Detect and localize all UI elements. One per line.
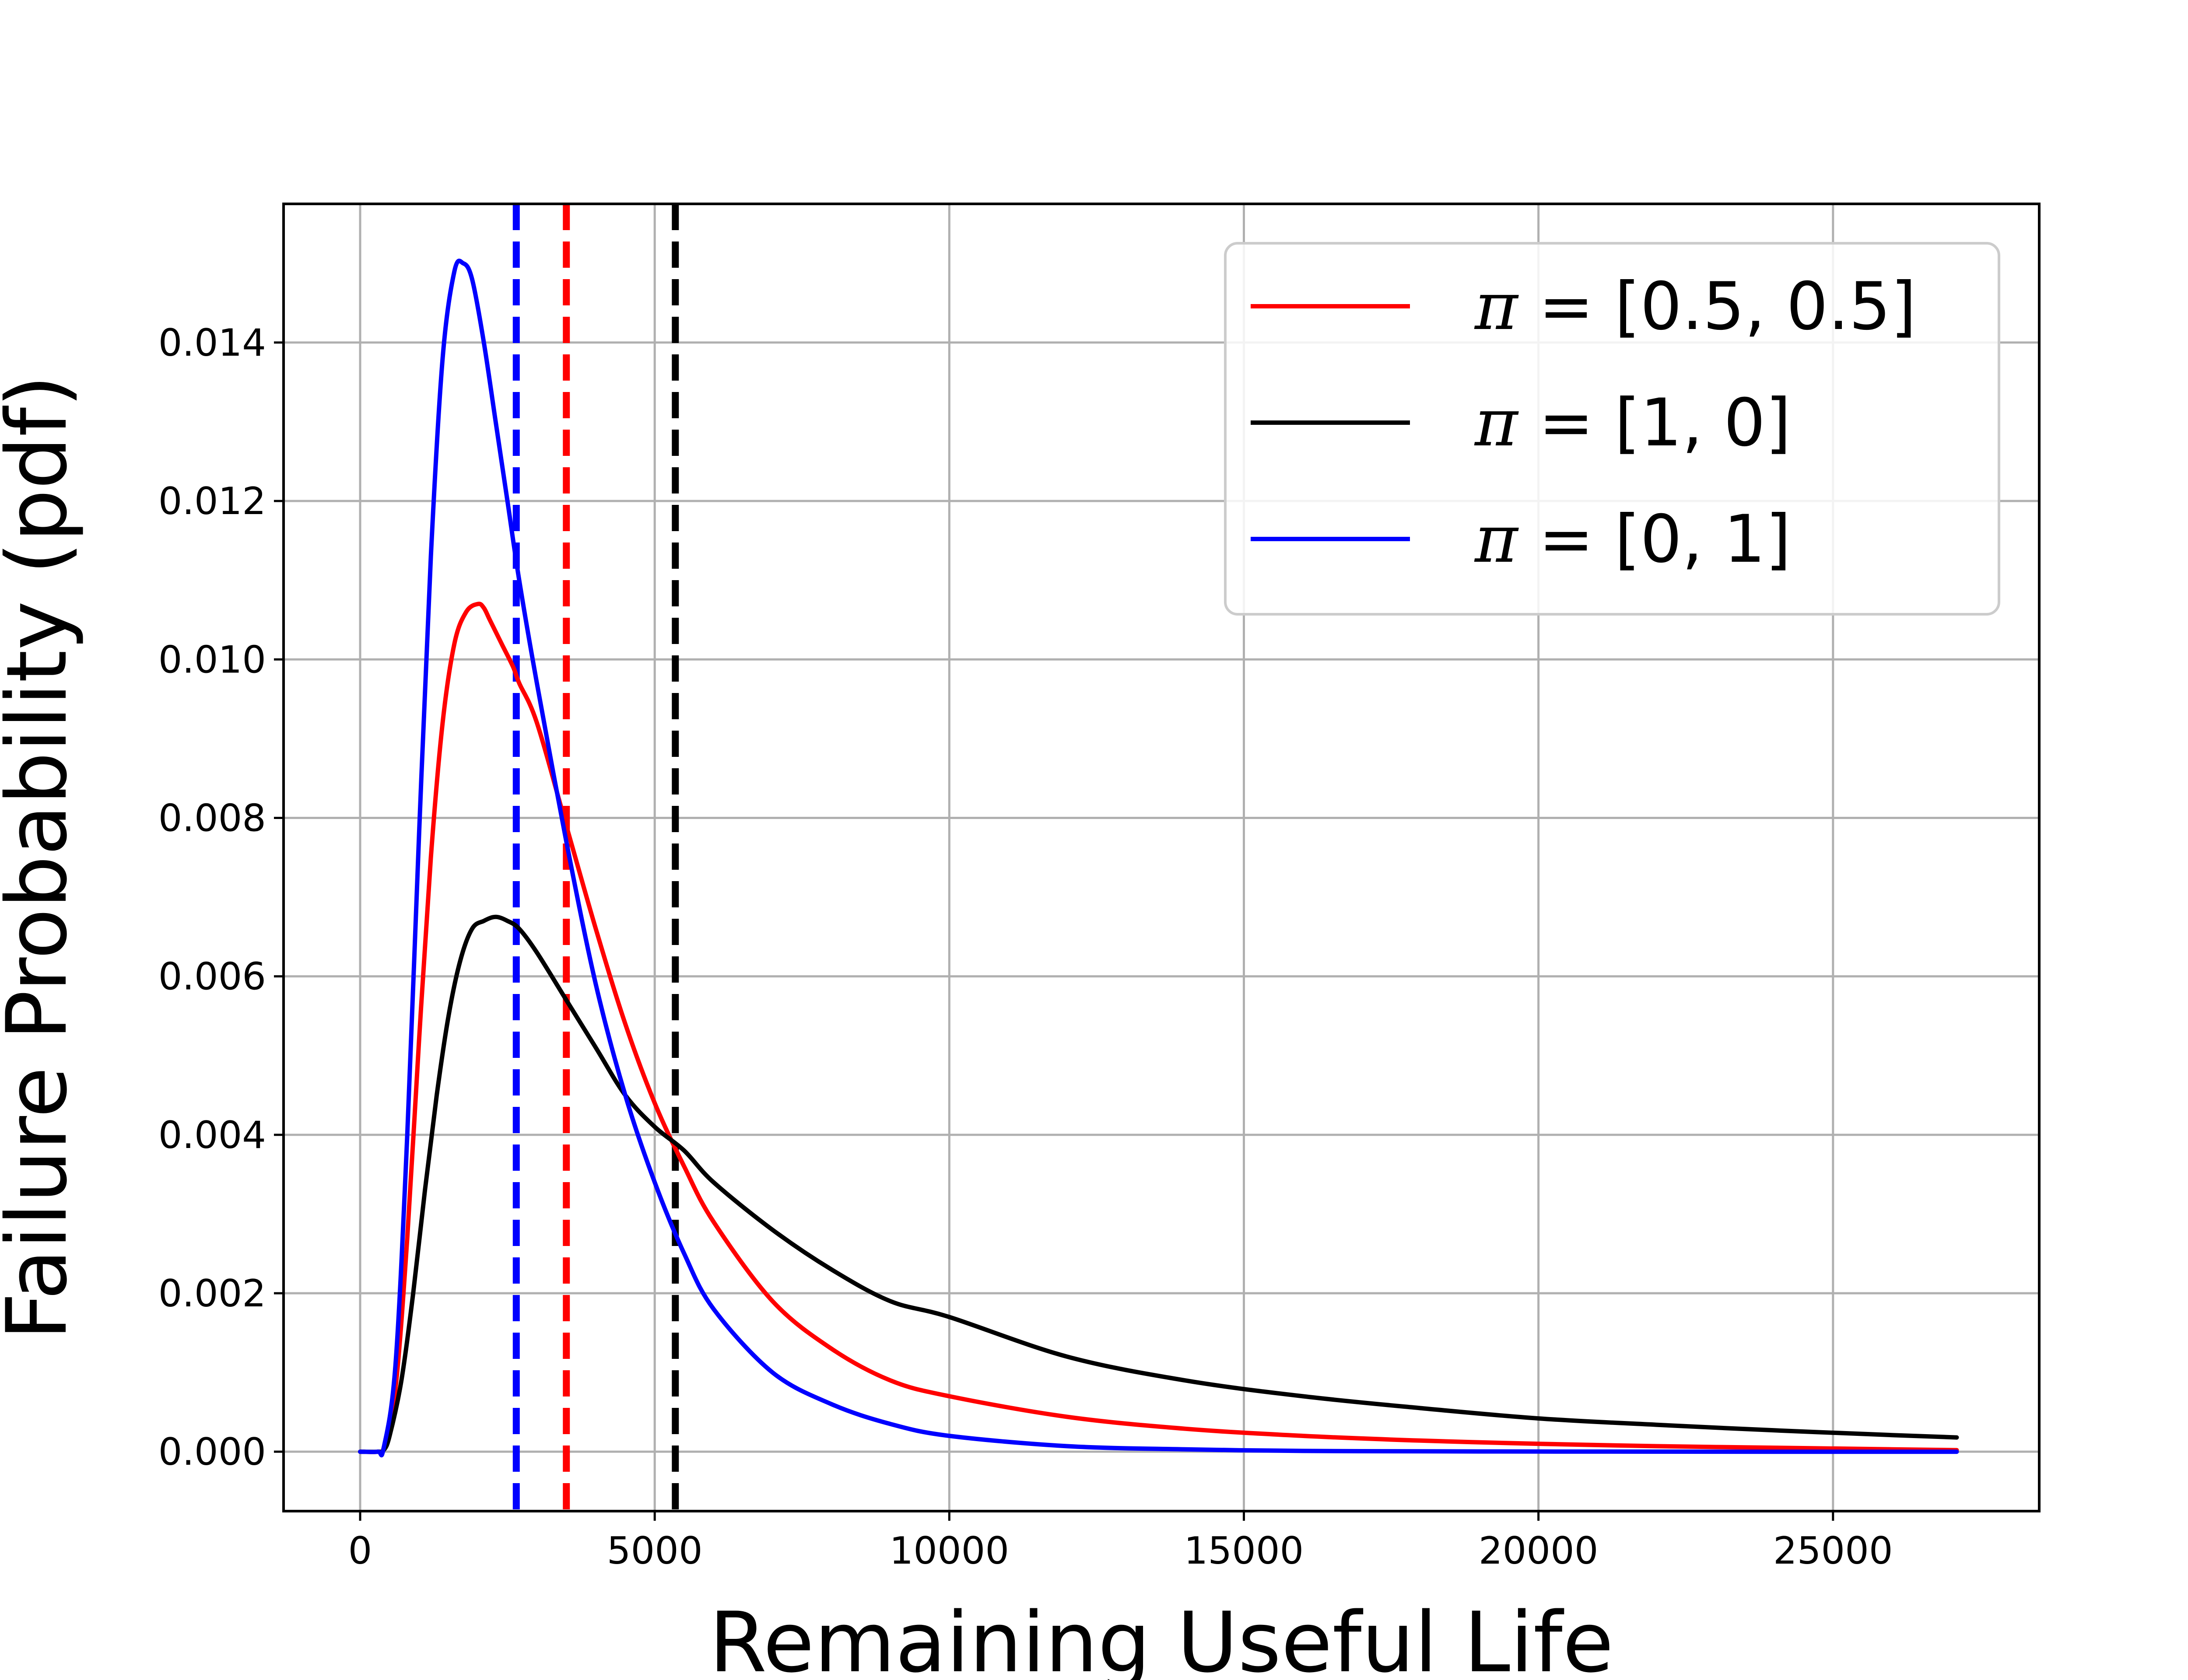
series-line-component-1 (358, 914, 1959, 1454)
legend-label: π = [0, 1] (1474, 501, 1791, 578)
y-tick-label: 0.006 (158, 955, 266, 999)
legend-equals: = (1518, 385, 1615, 461)
legend-label: π = [0.5, 0.5] (1474, 269, 1916, 345)
x-axis-title: Remaining Useful Life (709, 1594, 1613, 1680)
y-tick-label: 0.012 (158, 480, 266, 523)
x-tick-label: 25000 (1773, 1529, 1893, 1573)
legend-vector: [0.5, 0.5] (1615, 269, 1917, 345)
x-tick-label: 5000 (607, 1529, 703, 1573)
x-tick-label: 15000 (1184, 1529, 1304, 1573)
x-tick-label: 10000 (890, 1529, 1010, 1573)
legend-symbol: π (1474, 501, 1519, 578)
x-tick-label: 20000 (1479, 1529, 1599, 1573)
series-line-component-2 (358, 259, 1959, 1458)
legend-symbol: π (1474, 385, 1519, 461)
legend-label: π = [1, 0] (1474, 385, 1791, 461)
y-axis-title: Failure Probability (pdf) (0, 375, 85, 1340)
legend-vector: [0, 1] (1615, 501, 1791, 578)
y-tick-label: 0.004 (158, 1113, 266, 1157)
mean-lines (512, 204, 679, 1511)
y-tick-label: 0.002 (158, 1272, 266, 1316)
series-lines (358, 259, 1959, 1458)
legend-symbol: π (1474, 269, 1519, 345)
legend-equals: = (1518, 269, 1615, 345)
legend-box (1224, 242, 2000, 616)
legend-equals: = (1518, 501, 1615, 578)
y-tick-label: 0.000 (158, 1430, 266, 1474)
y-tick-label: 0.008 (158, 796, 266, 840)
ticks: 0 5000 10000 15000 20000 25000 0.000 0.002 0.004… (158, 321, 1893, 1573)
y-tick-label: 0.010 (158, 638, 266, 682)
legend-vector: [1, 0] (1615, 385, 1791, 461)
series-line-mixed (358, 602, 1959, 1456)
axes-frame (282, 203, 2041, 1512)
x-tick-label: 0 (348, 1529, 372, 1573)
legend: π = [0.5, 0.5]π = [1, 0]π = [0, 1] (1224, 242, 2000, 616)
y-tick-label: 0.014 (158, 321, 266, 365)
